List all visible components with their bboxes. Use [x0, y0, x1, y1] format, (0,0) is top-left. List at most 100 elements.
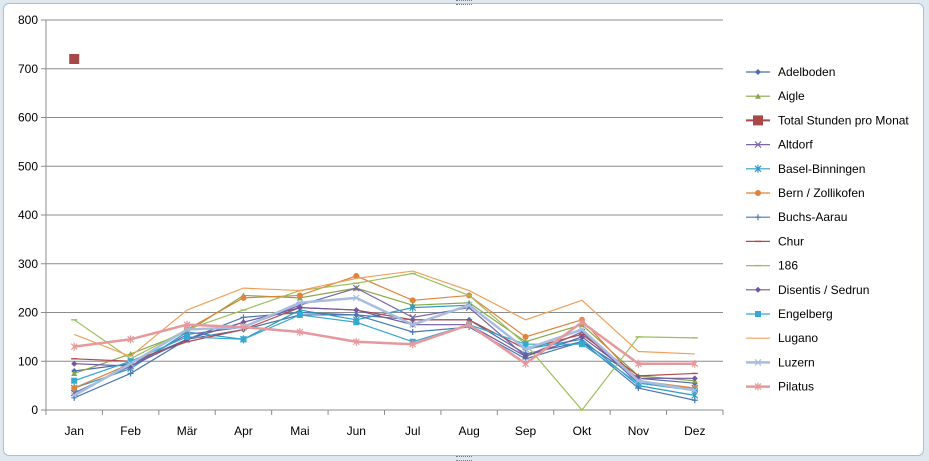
data-point[interactable]	[691, 359, 699, 368]
data-point[interactable]	[352, 284, 360, 292]
data-point[interactable]	[71, 370, 78, 376]
data-point[interactable]	[127, 370, 134, 377]
data-point[interactable]	[296, 304, 303, 311]
data-point[interactable]	[409, 329, 416, 335]
data-point[interactable]	[353, 319, 360, 326]
data-point[interactable]	[409, 297, 416, 304]
data-point[interactable]	[240, 323, 247, 332]
data-point[interactable]	[353, 307, 360, 314]
data-point[interactable]	[754, 164, 762, 173]
data-point[interactable]	[691, 375, 698, 382]
legend-item[interactable]: Bern / Zollikofen	[746, 186, 865, 200]
legend-item[interactable]: 186	[746, 259, 798, 273]
legend-label: Total Stunden pro Monat	[778, 113, 909, 127]
data-point[interactable]	[522, 353, 529, 360]
data-point[interactable]	[296, 292, 303, 299]
legend-item[interactable]: Total Stunden pro Monat	[746, 113, 909, 127]
data-point[interactable]	[754, 358, 762, 366]
data-point[interactable]	[522, 359, 529, 368]
legend-label: Aigle	[778, 89, 805, 103]
data-point[interactable]	[755, 69, 761, 75]
legend-item[interactable]: Aigle	[746, 89, 805, 103]
data-point[interactable]	[353, 272, 360, 279]
chart-area[interactable]: 0 100 200 300 400 500 600 700 800 Jan Feb Mär Apr Mai…	[3, 3, 924, 456]
series-line	[73, 296, 696, 397]
legend-item[interactable]: Buchs-Aarau	[746, 210, 847, 224]
data-point[interactable]	[183, 326, 191, 333]
data-point[interactable]	[635, 380, 642, 387]
data-point[interactable]	[71, 377, 78, 384]
legend-item[interactable]: Pilatus	[746, 380, 814, 394]
legend-item[interactable]: Lugano	[746, 331, 818, 345]
data-point[interactable]	[755, 93, 761, 99]
data-point[interactable]	[691, 397, 698, 404]
data-point[interactable]	[127, 335, 135, 344]
legend-label: Engelberg	[778, 307, 833, 321]
legend-item[interactable]: Altdorf	[746, 138, 813, 152]
data-point[interactable]	[127, 358, 134, 365]
data-point[interactable]	[755, 214, 761, 221]
series-14	[70, 318, 699, 368]
legend-label: Bern / Zollikofen	[778, 186, 865, 200]
data-point[interactable]	[296, 299, 304, 307]
series-line	[73, 287, 695, 394]
data-point[interactable]	[634, 377, 642, 385]
legend-label: Pilatus	[778, 380, 814, 394]
data-point[interactable]	[465, 301, 473, 309]
y-tick-label: 600	[18, 111, 38, 125]
y-tick-label: 400	[18, 208, 38, 222]
data-point[interactable]	[578, 341, 585, 348]
data-point[interactable]	[240, 319, 247, 326]
x-tick-label: Aug	[458, 424, 479, 438]
data-point[interactable]	[296, 328, 304, 336]
legend-item[interactable]: Disentis / Sedrun	[746, 283, 869, 297]
series-line	[73, 270, 695, 358]
data-point[interactable]	[755, 311, 761, 317]
data-point[interactable]	[240, 336, 247, 343]
y-tick-label: 0	[31, 403, 38, 417]
data-point[interactable]	[755, 190, 761, 196]
legend-label: Lugano	[778, 331, 818, 345]
data-point[interactable]	[522, 341, 529, 348]
data-point[interactable]	[71, 360, 78, 367]
data-point[interactable]	[69, 54, 80, 64]
data-point[interactable]	[522, 333, 529, 340]
series-3	[69, 54, 80, 64]
data-point[interactable]	[691, 387, 699, 394]
resize-handle-bottom[interactable]	[456, 456, 472, 461]
data-point[interactable]	[184, 333, 191, 340]
data-point[interactable]	[465, 320, 473, 329]
resize-handle-top[interactable]	[456, 0, 472, 5]
data-point[interactable]	[352, 294, 360, 302]
x-tick-label: Nov	[628, 424, 649, 438]
data-point[interactable]	[70, 391, 78, 399]
data-point[interactable]	[71, 385, 78, 392]
line-chart: 0 100 200 300 400 500 600 700 800 Jan Feb Mär Apr Mai…	[18, 13, 909, 438]
legend-item[interactable]: Engelberg	[746, 307, 833, 321]
legend-item[interactable]: Luzern	[746, 355, 815, 369]
data-point[interactable]	[183, 320, 191, 329]
data-point[interactable]	[578, 318, 586, 327]
data-point[interactable]	[754, 382, 762, 391]
data-point[interactable]	[409, 321, 417, 329]
y-tick-label: 100	[18, 354, 38, 368]
data-point[interactable]	[754, 141, 762, 149]
data-point[interactable]	[127, 360, 135, 368]
data-point[interactable]	[634, 359, 642, 368]
legend-item[interactable]: Adelboden	[746, 65, 835, 79]
legend: Adelboden Aigle Total Stunden pro Monat Alt…	[746, 65, 909, 394]
legend-label: 186	[778, 259, 798, 273]
data-point[interactable]	[409, 340, 417, 349]
series-2	[71, 285, 698, 384]
legend-item[interactable]: Basel-Binningen	[746, 162, 865, 176]
data-point[interactable]	[409, 303, 417, 312]
data-point[interactable]	[352, 337, 360, 346]
data-point[interactable]	[522, 345, 529, 353]
data-point[interactable]	[296, 311, 303, 318]
legend-item[interactable]: Chur	[746, 234, 804, 248]
data-point[interactable]	[578, 326, 586, 333]
data-point[interactable]	[578, 333, 585, 340]
data-point[interactable]	[70, 342, 78, 351]
data-point[interactable]	[755, 286, 761, 293]
data-point[interactable]	[240, 294, 247, 301]
